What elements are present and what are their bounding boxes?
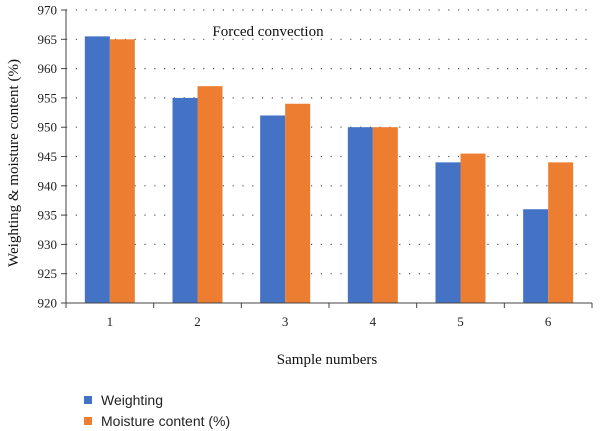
y-tick-label: 920 bbox=[38, 296, 58, 311]
bar-moisture-1 bbox=[109, 39, 135, 304]
bar-moisture-2 bbox=[197, 86, 223, 304]
bar-moisture-4 bbox=[372, 127, 398, 303]
x-tick-label: 1 bbox=[107, 314, 114, 329]
legend-item-moisture: Moisture content (%) bbox=[84, 410, 230, 431]
bar-moisture-3 bbox=[285, 103, 311, 303]
x-tick-label: 3 bbox=[282, 314, 289, 329]
bar-weighting-6 bbox=[523, 209, 549, 303]
chart-annotation: Forced convection bbox=[212, 24, 324, 40]
y-axis-title: Weighting & moisture content (%) bbox=[6, 59, 22, 267]
x-tick-label: 2 bbox=[194, 314, 201, 329]
bar-moisture-6 bbox=[548, 162, 574, 303]
y-tick-label: 965 bbox=[38, 32, 58, 47]
y-tick-label: 930 bbox=[38, 237, 58, 252]
legend: Weighting Moisture content (%) bbox=[84, 389, 230, 431]
legend-swatch-weighting bbox=[84, 395, 92, 404]
axes bbox=[61, 9, 593, 308]
y-tick-label: 970 bbox=[38, 3, 58, 18]
legend-swatch-moisture bbox=[84, 416, 92, 425]
bars bbox=[84, 36, 574, 304]
y-tick-label: 935 bbox=[38, 208, 58, 223]
y-tick-label: 940 bbox=[38, 178, 58, 193]
y-tick-label: 945 bbox=[38, 149, 58, 164]
y-tick-label: 960 bbox=[38, 61, 58, 76]
grid bbox=[66, 9, 592, 275]
y-tick-label: 925 bbox=[38, 266, 58, 281]
legend-label-weighting: Weighting bbox=[101, 391, 164, 408]
bar-weighting-1 bbox=[84, 36, 110, 304]
bar-moisture-5 bbox=[460, 153, 486, 303]
y-tick-label: 950 bbox=[38, 120, 58, 135]
bar-weighting-2 bbox=[172, 97, 198, 304]
x-tick-label: 6 bbox=[545, 314, 552, 329]
y-tick-label: 955 bbox=[38, 90, 58, 105]
bar-weighting-4 bbox=[347, 127, 373, 303]
bar-weighting-3 bbox=[260, 115, 286, 303]
x-axis-title: Sample numbers bbox=[277, 352, 378, 368]
x-tick-label: 5 bbox=[457, 314, 464, 329]
x-tick-label: 4 bbox=[370, 314, 377, 329]
legend-item-weighting: Weighting bbox=[84, 389, 230, 410]
tick-labels: 920 925 930 935 940 945 950 955 960 965 970 1 2 3 4 5 6 bbox=[38, 3, 552, 330]
legend-label-moisture: Moisture content (%) bbox=[101, 412, 231, 429]
bar-weighting-5 bbox=[435, 162, 461, 303]
